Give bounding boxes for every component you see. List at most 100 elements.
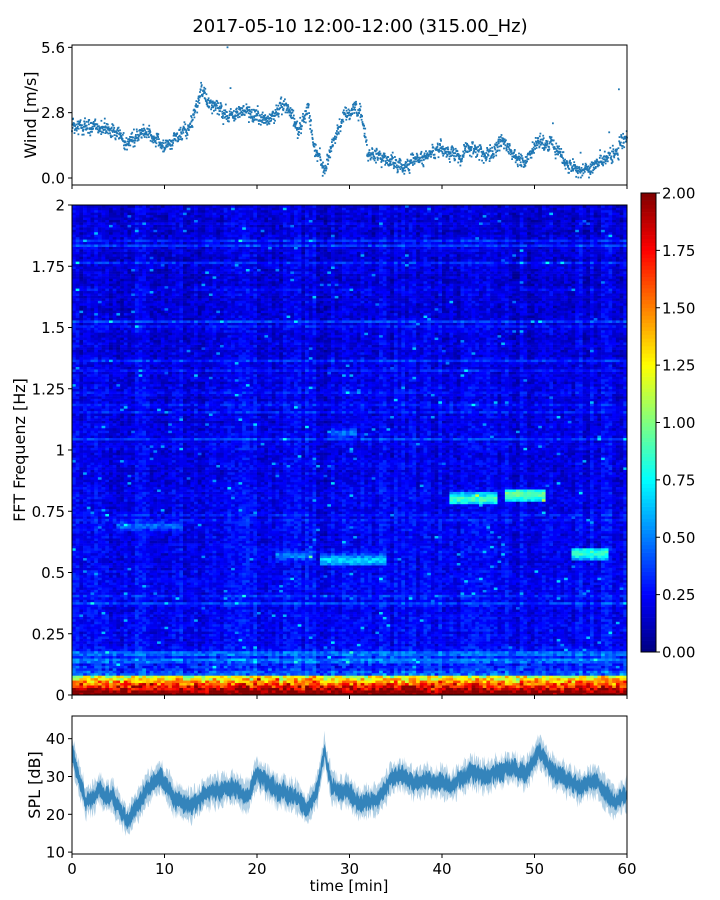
wind-point xyxy=(311,136,314,139)
wind-point xyxy=(248,106,251,109)
spectrogram-cell xyxy=(123,633,128,637)
wind-point xyxy=(474,151,477,154)
wind-point xyxy=(453,155,455,157)
wind-point xyxy=(200,84,203,86)
spectrogram-cell xyxy=(75,430,80,434)
spectrogram-cell xyxy=(123,263,128,267)
spectrogram-cell xyxy=(83,376,88,380)
spectrogram-cell xyxy=(72,562,76,566)
spectrogram-cell xyxy=(83,327,88,331)
wind-point xyxy=(327,154,330,157)
spectrogram-cell xyxy=(94,334,99,338)
spectrogram-cell xyxy=(94,266,99,269)
spectrogram-cell xyxy=(75,322,80,326)
wind-point xyxy=(272,111,275,114)
spectrogram-cell xyxy=(72,587,76,590)
spectrogram-cell xyxy=(101,560,106,563)
wind-point xyxy=(285,103,288,106)
spectrogram-cell xyxy=(109,298,113,301)
spectrogram-cell xyxy=(101,320,106,323)
wind-point xyxy=(413,162,416,165)
spectrogram-cell xyxy=(75,435,80,439)
spectrogram-cell xyxy=(90,611,95,615)
spectrogram-cell xyxy=(90,432,95,436)
spectrogram-cell xyxy=(120,401,125,404)
spectrogram-cell xyxy=(72,246,76,250)
spectrogram-cell xyxy=(112,376,117,380)
wind-point xyxy=(84,117,86,120)
spectrogram-cell xyxy=(109,393,113,397)
spectrogram-cell xyxy=(86,690,91,693)
wind-point xyxy=(233,110,235,112)
spectrogram-cell xyxy=(72,356,76,360)
wind-point xyxy=(519,164,521,166)
spectrogram-cell xyxy=(123,614,128,617)
wind-point xyxy=(75,123,78,126)
wind-point xyxy=(106,123,109,126)
wind-point xyxy=(138,135,140,138)
wind-point xyxy=(353,108,355,111)
wind-point xyxy=(307,103,310,106)
spectrogram-cell xyxy=(123,628,128,632)
spectrogram-cell xyxy=(94,369,99,372)
wind-point xyxy=(539,140,541,143)
spectrogram-cell xyxy=(105,236,110,240)
spectrogram-cell xyxy=(120,503,125,507)
spectrogram-cell xyxy=(72,293,76,296)
spectrogram-cell xyxy=(120,665,125,669)
spectrogram-cell xyxy=(123,641,128,644)
spectrogram-cell xyxy=(94,354,99,358)
spectrogram-cell xyxy=(83,209,88,213)
spectrogram-cell xyxy=(101,508,106,512)
spectrogram-cell xyxy=(72,594,76,598)
spectrogram-cell xyxy=(79,271,84,274)
wind-point xyxy=(373,159,376,162)
spectrogram-cell xyxy=(86,623,91,627)
spectrogram-cell xyxy=(86,653,91,657)
spectrogram-cell xyxy=(116,364,121,367)
spectrogram-cell xyxy=(75,393,80,397)
spectrogram-cell xyxy=(120,663,125,666)
wind-point xyxy=(244,110,247,113)
spectrogram-cell xyxy=(101,626,106,630)
spectrogram-cell xyxy=(75,626,80,630)
spectrogram-cell xyxy=(72,285,76,289)
wind-point xyxy=(319,156,322,159)
wind-point xyxy=(593,162,596,165)
spectrogram-cell xyxy=(90,217,95,220)
spectrogram-cell xyxy=(79,401,84,404)
spectrogram-cell xyxy=(101,383,106,387)
spectrogram-cell xyxy=(109,606,113,610)
spectrogram-cell xyxy=(120,494,125,497)
spectrogram-cell xyxy=(120,565,125,568)
spectrogram-cell xyxy=(90,499,95,502)
spectrogram-cell xyxy=(72,354,76,358)
wind-point xyxy=(212,106,215,109)
wind-point xyxy=(518,155,521,158)
spectrogram-cell xyxy=(90,570,95,573)
spectrogram-cell xyxy=(86,621,91,625)
wind-point xyxy=(366,154,369,156)
wind-point xyxy=(241,109,244,112)
wind-point xyxy=(408,163,410,166)
spectrogram-cell xyxy=(72,538,76,541)
wind-point xyxy=(147,130,150,133)
spectrogram-cell xyxy=(75,344,80,348)
spectrogram-cell xyxy=(105,283,110,287)
spectrogram-cell xyxy=(72,268,76,272)
spectrogram-cell xyxy=(90,636,95,639)
wind-point xyxy=(590,165,592,168)
spectrogram-cell xyxy=(116,312,121,316)
spectrogram-cell xyxy=(79,670,84,674)
spectrogram-cell xyxy=(97,224,102,228)
spectrogram-cell xyxy=(94,653,99,657)
wind-point xyxy=(365,140,367,143)
wind-point xyxy=(218,113,220,116)
spectrogram-cell xyxy=(75,347,80,350)
spectrogram-cell xyxy=(90,638,95,642)
spectrogram-cell xyxy=(97,229,102,233)
spectrogram-cell xyxy=(83,273,88,277)
wind-point xyxy=(154,141,157,144)
spectrogram-cell xyxy=(94,273,99,277)
spectrogram-cell xyxy=(72,457,76,461)
